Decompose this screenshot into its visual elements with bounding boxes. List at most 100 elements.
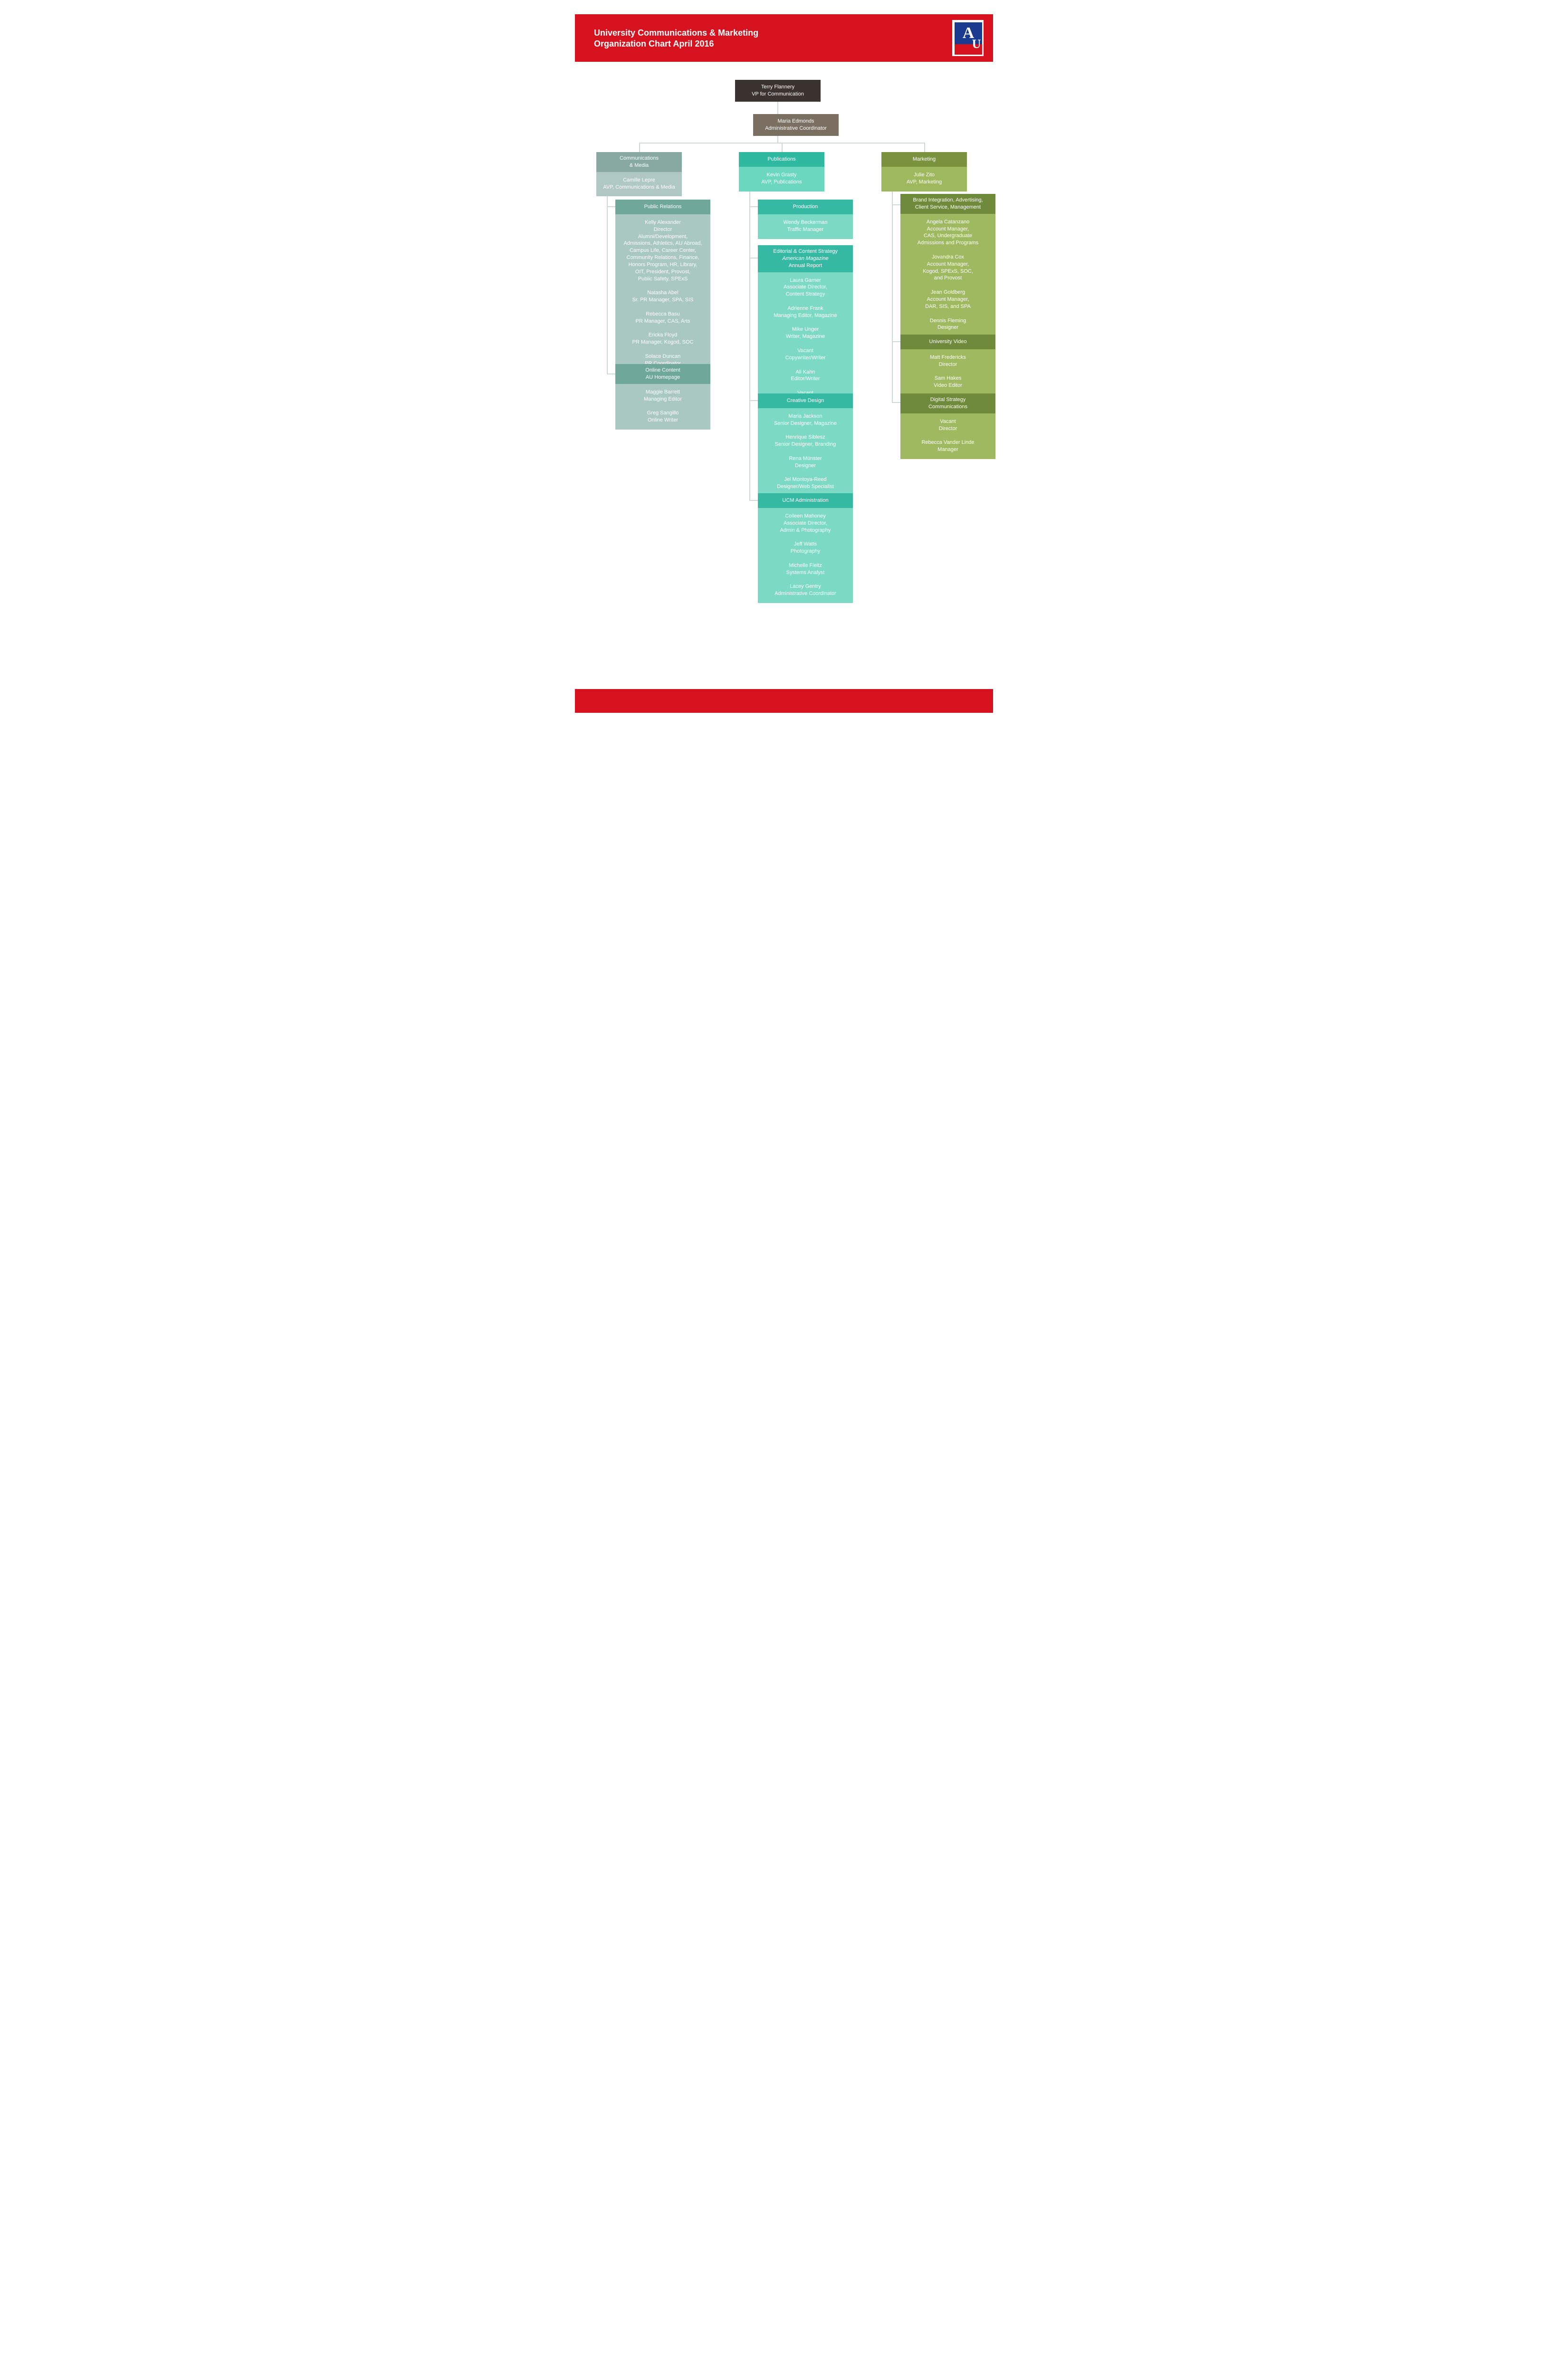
creative-p1-name: Maria Jackson [789, 413, 822, 419]
pr-p4-name: Ericka Floyd [649, 332, 678, 338]
online-p2-title: Online Writer [648, 417, 678, 423]
connector [924, 143, 925, 152]
title-line-2: Organization Chart April 2016 [594, 39, 714, 48]
vp-title: VP for Communication [752, 91, 804, 97]
org-chart-page: University Communications & Marketing Or… [549, 0, 1019, 727]
connector [607, 188, 608, 374]
pub-ucm-admin: UCM Administration Colleen Mahoney Assoc… [758, 493, 853, 603]
pr-p3-title: PR Manager, CAS, Arts [636, 318, 690, 324]
pr-areas-1: Alumni/Development, [638, 234, 688, 240]
pr-p2-name: Natasha Abel [647, 290, 678, 296]
edit-p4-title: Copywriter/Writer [785, 355, 826, 361]
footer-bar [575, 689, 993, 713]
dept-pub-lead-title: AVP, Publications [761, 179, 802, 185]
mkt-video-hdr-text: University Video [929, 339, 966, 345]
connector [892, 402, 900, 403]
dept-mkt: Marketing Julie Zito AVP, Marketing [881, 152, 967, 192]
creative-p2-name: Henrique Siblesz [785, 434, 825, 440]
connector [607, 206, 615, 207]
brand-p4-title: Designer [937, 325, 958, 330]
edit-p3-title: Writer, Magazine [786, 334, 825, 339]
dept-mkt-lead-title: AVP, Marketing [907, 179, 942, 185]
pub-production: Production Wendy Beckerman Traffic Manag… [758, 200, 853, 239]
page-title: University Communications & Marketing Or… [594, 28, 974, 50]
mkt-video: University Video Matt Fredericks Directo… [900, 335, 995, 395]
ucm-p1-name: Colleen Mahoney [785, 513, 826, 519]
video-p1-title: Director [939, 362, 957, 367]
creative-p4-title: Designer/Web Specialist [777, 484, 834, 489]
comm-online-body: Maggie Barrett Managing Editor Greg Sang… [615, 384, 710, 430]
mkt-brand-hdr1: Brand Integration, Advertising, [913, 197, 983, 203]
connector [749, 188, 750, 501]
admin-name: Maria Edmonds [777, 118, 814, 124]
creative-p3-name: Rena Münster [789, 456, 822, 461]
pr-p1-title: Director [654, 227, 672, 232]
brand-p1-t3: Admissions and Programs [918, 240, 978, 246]
dept-comm-lead-title: AVP, Communications & Media [603, 184, 675, 190]
video-p1-name: Matt Fredericks [930, 354, 966, 360]
mkt-digital-hdr: Digital Strategy Communications [900, 393, 995, 413]
admin-node: Maria Edmonds Administrative Coordinator [753, 114, 839, 136]
pub-edit-hdr: Editorial & Content Strategy American Ma… [758, 245, 853, 272]
connector [749, 206, 758, 207]
digital-p1-title: Director [939, 426, 957, 431]
online-p2-name: Greg Sangillo [647, 410, 679, 416]
video-p2-name: Sam Hakes [935, 375, 962, 381]
pub-admin-hdr: UCM Administration [758, 493, 853, 508]
dept-pub-hdr: Publications [739, 152, 824, 167]
pub-editorial: Editorial & Content Strategy American Ma… [758, 245, 853, 410]
pub-prod-hdr-text: Production [793, 204, 818, 210]
creative-p1-title: Senior Designer, Magazine [774, 421, 837, 426]
comm-online-hdr1: Online Content [645, 367, 680, 373]
comm-online-hdr2: AU Homepage [646, 374, 680, 380]
dept-pub: Publications Kevin Grasty AVP, Publicati… [739, 152, 824, 192]
dept-comm-label1: Communications [620, 155, 659, 161]
brand-p1-t2: CAS, Undergraduate [924, 233, 972, 239]
pr-areas-6: OIT, President, Provost, [635, 269, 690, 275]
comm-online: Online Content AU Homepage Maggie Barret… [615, 364, 710, 430]
edit-p1-t1: Associate Director, [784, 284, 827, 290]
ucm-p4-name: Lacey Gentry [790, 584, 821, 589]
brand-p1-t1: Account Manager, [927, 226, 969, 232]
digital-p2-title: Manager [937, 447, 958, 452]
ucm-p1-t1: Associate Director, [784, 520, 827, 526]
pr-p1-name: Kelly Alexander [645, 220, 681, 225]
admin-title: Administrative Coordinator [765, 125, 827, 131]
connector [639, 143, 640, 152]
edit-p2-name: Adrienne Frank [787, 306, 823, 311]
connector [892, 341, 900, 342]
brand-p2-name: Jovandra Cox [932, 254, 964, 260]
dept-pub-body: Kevin Grasty AVP, Publications [739, 167, 824, 192]
pub-admin-hdr-text: UCM Administration [782, 498, 828, 503]
edit-p5-name: Ali Kahn [796, 369, 815, 375]
pub-prod-body: Wendy Beckerman Traffic Manager [758, 214, 853, 239]
vp-node: Terry Flannery VP for Communication [735, 80, 821, 102]
logo-u: U [971, 37, 982, 52]
connector [892, 204, 900, 205]
edit-p5-title: Editor/Writer [791, 376, 820, 382]
mkt-brand-hdr: Brand Integration, Advertising, Client S… [900, 194, 995, 214]
ucm-p3-name: Michelle Fleitz [789, 563, 822, 568]
dept-comm-label2: & Media [630, 163, 649, 168]
pub-creative-hdr: Creative Design [758, 393, 853, 408]
dept-comm: Communications & Media Camille Lepre AVP… [596, 152, 682, 196]
edit-p1-t2: Content Strategy [786, 291, 825, 297]
mkt-digital: Digital Strategy Communications Vacant D… [900, 393, 995, 459]
vp-box: Terry Flannery VP for Communication [735, 80, 821, 102]
video-p2-title: Video Editor [934, 383, 962, 388]
creative-p2-title: Senior Designer, Branding [775, 441, 836, 447]
connector [749, 258, 758, 259]
connector [892, 188, 893, 403]
mkt-video-hdr: University Video [900, 335, 995, 349]
creative-p3-title: Designer [795, 463, 816, 469]
pr-areas-5: Honors Program, HR, Library, [629, 262, 698, 268]
mkt-brand-hdr2: Client Service, Management [915, 204, 981, 210]
pub-creative-body: Maria Jackson Senior Designer, Magazine … [758, 408, 853, 496]
pub-prod-hdr: Production [758, 200, 853, 214]
creative-p4-name: Jel Montoya-Reed [784, 477, 826, 482]
brand-p3-t2: DAR, SIS, and SPA [925, 304, 971, 309]
dept-pub-lead-name: Kevin Grasty [767, 172, 797, 178]
pr-areas-4: Community Relations, Finance, [627, 255, 699, 260]
pr-areas-3: Campus Life, Career Center, [630, 248, 696, 253]
comm-pr-hdr-text: Public Relations [644, 204, 682, 210]
